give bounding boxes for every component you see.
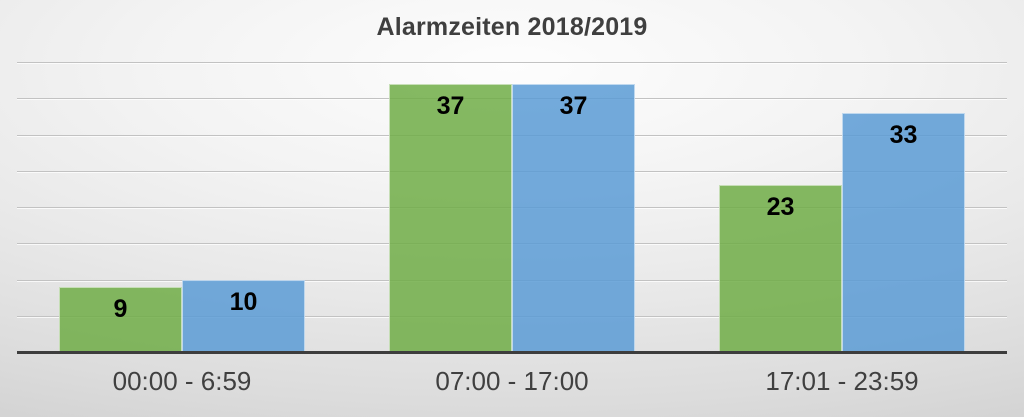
bar-2019-07-00-17-00: 37 xyxy=(512,84,635,352)
bar-value-label: 10 xyxy=(229,287,258,316)
category-label: 07:00 - 17:00 xyxy=(435,366,589,396)
bar-2018-07-00-17-00: 37 xyxy=(389,84,512,352)
bar-2019-17-01-23-59: 33 xyxy=(842,112,965,352)
category-label: 17:01 - 23:59 xyxy=(765,366,919,396)
bar-2018-17-01-23-59: 23 xyxy=(719,185,842,352)
category-label: 00:00 - 6:59 xyxy=(112,366,252,396)
bar-value-label: 37 xyxy=(436,92,465,120)
gridline xyxy=(17,62,1007,64)
bar-value-label: 9 xyxy=(113,294,128,323)
bar-2018-00-00-6-59: 9 xyxy=(59,286,182,352)
bar-value-label: 37 xyxy=(559,92,588,120)
bar-value-label: 23 xyxy=(766,193,795,222)
chart-title: Alarmzeiten 2018/2019 xyxy=(376,13,648,41)
bar-2019-00-00-6-59: 10 xyxy=(182,279,305,352)
x-axis-line xyxy=(17,351,1007,354)
bar-value-label: 33 xyxy=(889,120,918,149)
